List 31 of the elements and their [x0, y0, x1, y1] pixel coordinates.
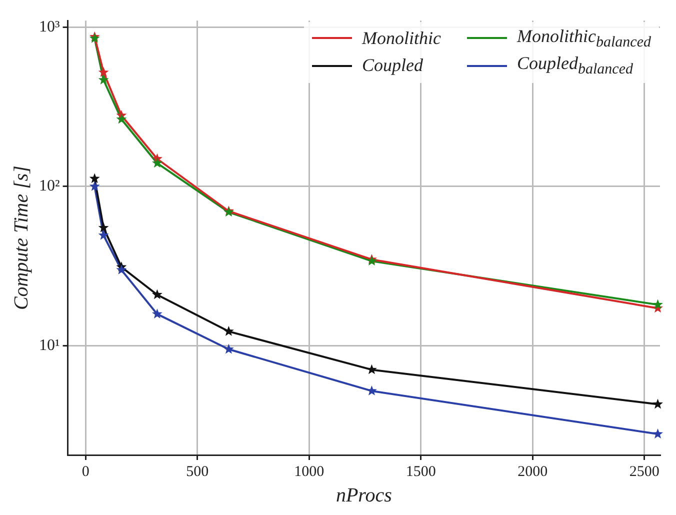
- y-axis-title: Compute Time [s]: [10, 166, 32, 310]
- point: [652, 299, 663, 310]
- point: [98, 66, 109, 77]
- point: [152, 158, 162, 168]
- point: [89, 180, 100, 191]
- point: [223, 344, 234, 354]
- legend-label: Coupled$_{balanced}$: [517, 53, 633, 79]
- point: [152, 308, 162, 319]
- y-tick-label: 10²: [39, 178, 60, 195]
- point: [98, 230, 109, 240]
- x-axis-title: nProcs: [336, 484, 392, 506]
- point: [152, 289, 162, 300]
- point: [98, 74, 109, 84]
- legend-label: Monolithic: [362, 28, 442, 49]
- point: [98, 222, 109, 232]
- point: [116, 114, 127, 124]
- x-tick-label: 0: [82, 464, 90, 480]
- x-tick-label: 2500: [629, 464, 660, 480]
- x-tick-label: 500: [186, 464, 209, 480]
- x-tick-label: 2000: [518, 464, 548, 480]
- point: [116, 264, 127, 274]
- x-tick-label: 1500: [406, 464, 436, 480]
- legend-label: Coupled: [362, 55, 424, 76]
- point: [652, 428, 663, 438]
- point: [223, 326, 234, 336]
- legend-label: Monolithic$_{balanced}$: [517, 26, 651, 52]
- x-tick-label: 1000: [294, 464, 324, 480]
- y-tick-label: 10³: [39, 18, 60, 36]
- point: [652, 398, 663, 409]
- point: [89, 173, 100, 184]
- y-tick-label: 10¹: [39, 336, 60, 354]
